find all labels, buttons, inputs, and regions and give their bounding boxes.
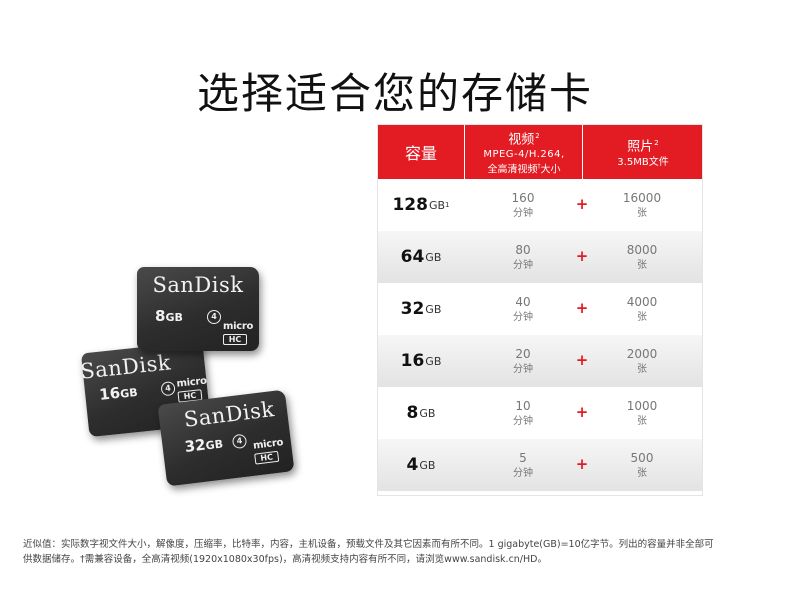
footnote-line: 近似值：实际数字视文件大小，解像度，压缩率，比特率，内容，主机设备，预载文件及其… (23, 539, 714, 550)
micro-logo: micro (223, 321, 254, 332)
capacity-cell: 16 GB (400, 351, 442, 371)
video-cell: 10 分钟 (513, 398, 533, 427)
speed-class-icon: 4 (160, 380, 176, 397)
microsd-card-8gb: SanDisk 8GB 4 micro HC (137, 267, 259, 351)
table-row: 128 GB 1 160 分钟 + 16000 张 (378, 179, 702, 231)
micro-logo: micro (176, 375, 208, 390)
plus-icon: + (575, 351, 589, 369)
hc-logo: HC (254, 450, 280, 465)
capacity-cell: 32 GB (400, 299, 442, 319)
table-row: 16 GB 20 分钟 + 2000 张 (378, 335, 702, 387)
table-row: 32 GB 40 分钟 + 4000 张 (378, 283, 702, 335)
header-photo: 照片2 3.5MB文件 (582, 125, 703, 179)
video-cell: 80 分钟 (513, 242, 533, 271)
photo-cell: 8000 张 (626, 242, 658, 271)
photo-cell: 2000 张 (626, 346, 658, 375)
speed-class-icon: 4 (231, 433, 248, 450)
plus-icon: + (575, 455, 589, 473)
page-title: 选择适合您的存储卡 (196, 69, 593, 119)
footnote-line: 供数据储存。†需兼容设备，全高清视频(1920x1080x30fps)，高清视频… (23, 554, 547, 565)
header-video-format: MPEG-4/H.264, (483, 148, 565, 160)
header-video: 视频2 MPEG-4/H.264, 全高清视频†大小 (464, 125, 583, 179)
capacity-cell: 64 GB (400, 247, 442, 267)
hc-logo: HC (223, 334, 247, 345)
capacity-table: 容量 视频2 MPEG-4/H.264, 全高清视频†大小 照片2 3.5MB文… (377, 124, 703, 496)
speed-class-icon: 4 (207, 310, 221, 324)
microsd-card-32gb: SanDisk 32GB 4 micro HC (157, 389, 295, 487)
table-row: 8 GB 10 分钟 + 1000 张 (378, 387, 702, 439)
plus-icon: + (575, 403, 589, 421)
header-photo-desc: 3.5MB文件 (617, 156, 669, 168)
card-brand-logo: SanDisk (79, 350, 173, 384)
table-row: 64 GB 80 分钟 + 8000 张 (378, 231, 702, 283)
plus-icon: + (575, 299, 589, 317)
table-row: 4 GB 5 分钟 + 500 张 (378, 439, 702, 491)
capacity-cell: 8 GB (406, 403, 436, 423)
video-cell: 20 分钟 (513, 346, 533, 375)
card-capacity: 16GB (98, 383, 139, 404)
photo-cell: 16000 张 (622, 190, 662, 219)
photo-cell: 1000 张 (626, 398, 658, 427)
card-brand-logo: SanDisk (152, 273, 244, 297)
video-cell: 160 分钟 (511, 190, 535, 219)
capacity-cell: 128 GB 1 (392, 195, 450, 215)
table-header: 容量 视频2 MPEG-4/H.264, 全高清视频†大小 照片2 3.5MB文… (378, 125, 702, 179)
photo-cell: 500 张 (630, 450, 654, 479)
video-cell: 5 分钟 (513, 450, 533, 479)
plus-icon: + (575, 247, 589, 265)
plus-icon: + (575, 195, 589, 213)
memory-cards-illustration: SanDisk 8GB 4 micro HC SanDisk 16GB 4 mi… (75, 262, 305, 487)
capacity-cell: 4 GB (406, 455, 436, 475)
footnote: 近似值：实际数字视文件大小，解像度，压缩率，比特率，内容，主机设备，预载文件及其… (23, 537, 773, 567)
micro-logo: micro (252, 437, 284, 452)
video-cell: 40 分钟 (513, 294, 533, 323)
header-capacity: 容量 (404, 144, 437, 163)
card-capacity: 8GB (155, 307, 183, 325)
card-capacity: 32GB (183, 435, 224, 457)
photo-cell: 4000 张 (626, 294, 658, 323)
